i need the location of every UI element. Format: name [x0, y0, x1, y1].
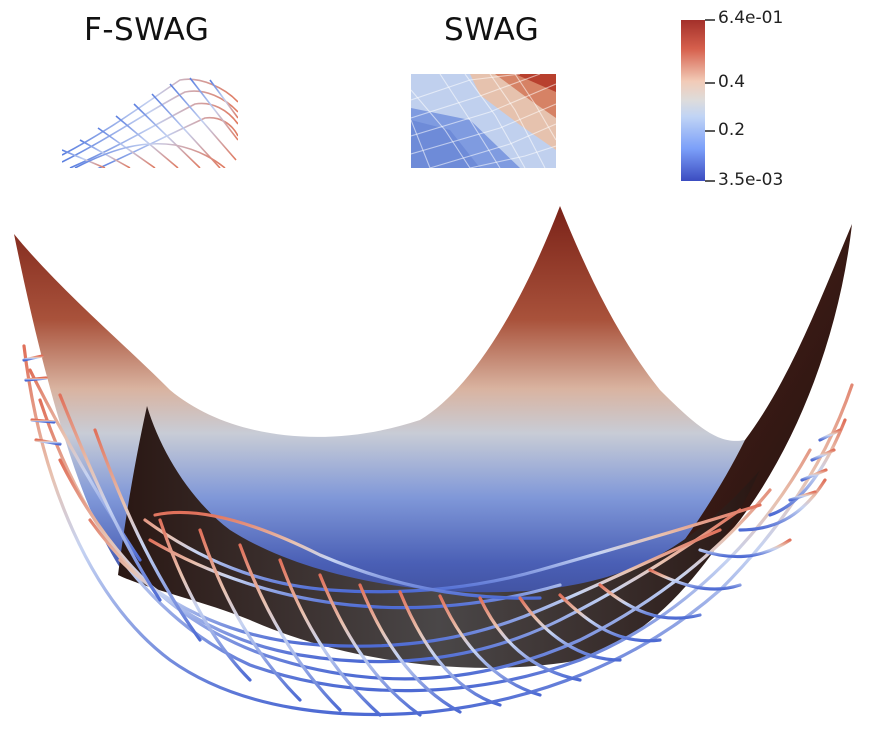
- swag-title: SWAG: [444, 12, 540, 48]
- fswag-title: F-SWAG: [84, 12, 210, 48]
- colorbar-tick-04-label: 0.4: [718, 72, 746, 92]
- fswag-mesh: [22, 344, 854, 717]
- swag-inset: [411, 74, 556, 168]
- colorbar-tick-02-label: 0.2: [718, 120, 746, 140]
- colorbar-gradient: [681, 20, 705, 181]
- swag-inner-ridge: [118, 406, 760, 668]
- fswag-inset: [62, 77, 238, 168]
- colorbar-min-label: 3.5e-03: [718, 170, 784, 190]
- main-surfaces: [14, 206, 854, 717]
- colorbar-max-label: 6.4e-01: [718, 8, 784, 28]
- colorbar: [681, 19, 715, 182]
